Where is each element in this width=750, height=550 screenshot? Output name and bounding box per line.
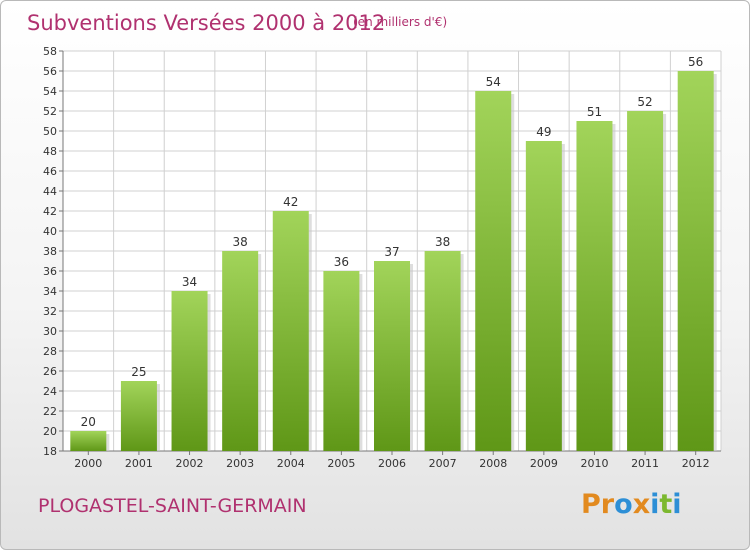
unit-note: (en milliers d'€) [353,15,448,29]
bar [171,291,208,451]
data-label: 36 [334,255,349,269]
y-tick-label: 32 [43,305,57,318]
x-tick-label: 2009 [530,457,558,470]
y-tick-label: 18 [43,445,57,458]
bar [222,251,259,451]
data-label: 38 [233,235,248,249]
data-label: 52 [637,95,652,109]
y-tick-label: 28 [43,345,57,358]
data-label: 38 [435,235,450,249]
data-label: 25 [131,365,146,379]
data-label: 54 [486,75,501,89]
bar [272,211,309,451]
x-tick-label: 2000 [74,457,102,470]
y-tick-label: 34 [43,285,57,298]
x-tick-label: 2010 [580,457,608,470]
bar [576,121,613,451]
bar [677,71,714,451]
y-tick-label: 40 [43,225,57,238]
data-label: 49 [536,125,551,139]
logo-letter: r [600,489,615,520]
y-tick-label: 46 [43,165,57,178]
x-tick-label: 2002 [176,457,204,470]
data-label: 42 [283,195,298,209]
x-tick-label: 2011 [631,457,659,470]
bar [627,111,664,451]
y-tick-label: 52 [43,105,57,118]
bar [70,431,107,451]
y-tick-label: 48 [43,145,57,158]
data-label: 56 [688,55,703,69]
x-tick-label: 2001 [125,457,153,470]
data-label: 20 [81,415,96,429]
bar [475,91,512,451]
y-tick-label: 58 [43,45,57,58]
y-tick-label: 30 [43,325,57,338]
logo-letter: P [581,489,601,520]
y-tick-label: 42 [43,205,57,218]
data-label: 51 [587,105,602,119]
x-tick-label: 2006 [378,457,406,470]
y-tick-label: 22 [43,405,57,418]
y-tick-label: 56 [43,65,57,78]
data-label: 34 [182,275,197,289]
y-tick-label: 38 [43,245,57,258]
y-tick-label: 26 [43,365,57,378]
bar [424,251,461,451]
proxiti-logo: Proxiti [581,489,682,520]
bar [323,271,360,451]
x-tick-label: 2005 [327,457,355,470]
y-tick-label: 50 [43,125,57,138]
x-tick-label: 2004 [277,457,305,470]
logo-letter: t [659,489,673,520]
logo-letter: x [632,489,651,520]
bar [525,141,562,451]
y-tick-label: 36 [43,265,57,278]
y-tick-label: 20 [43,425,57,438]
bar [120,381,157,451]
commune-name: PLOGASTEL-SAINT-GERMAIN [38,495,307,517]
logo-letter: i [650,489,660,520]
logo-letter: o [614,489,633,520]
chart-title: Subventions Versées 2000 à 2012 [27,11,386,35]
y-tick-label: 24 [43,385,57,398]
logo-letter: i [672,489,682,520]
y-tick-label: 54 [43,85,57,98]
x-tick-label: 2007 [429,457,457,470]
x-tick-label: 2012 [682,457,710,470]
x-tick-label: 2003 [226,457,254,470]
data-label: 37 [384,245,399,259]
x-tick-label: 2008 [479,457,507,470]
bar [374,261,410,451]
y-tick-label: 44 [43,185,57,198]
